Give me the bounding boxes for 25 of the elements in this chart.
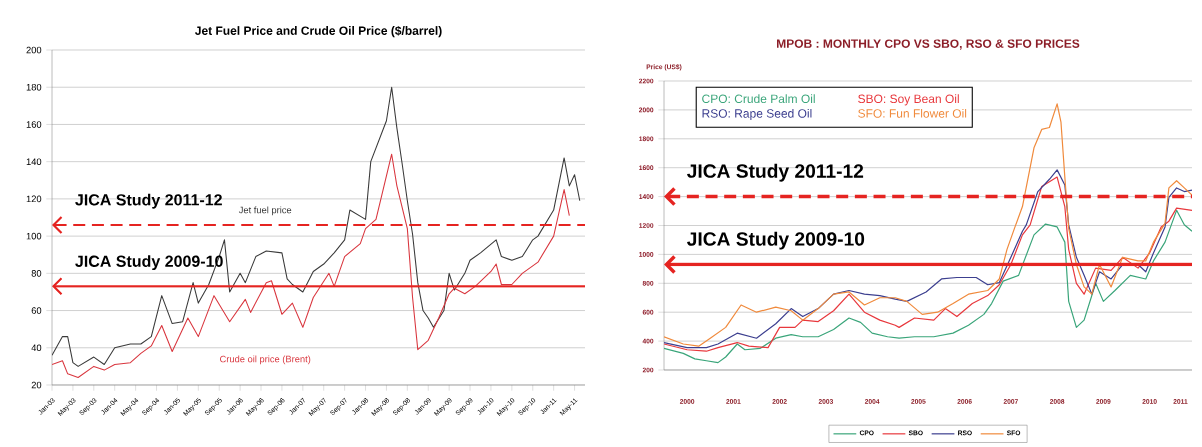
y-tick-label: 200 <box>26 46 42 54</box>
y-tick-label: 80 <box>31 270 42 277</box>
y-tick-label: 120 <box>26 195 42 203</box>
line-series <box>52 153 570 379</box>
y-tick-label: 60 <box>31 307 42 314</box>
line-series <box>52 86 581 367</box>
annotation: RSO: Rape Seed Oil <box>702 108 812 121</box>
ref-line-label: JICA Study 2011-12 <box>75 193 222 209</box>
y-tick-label: 40 <box>31 344 42 352</box>
chart-title: Jet Fuel Price and Crude Oil Price ($/barrel) <box>194 25 442 38</box>
y-tick-label: 20 <box>31 381 42 389</box>
text: Jet fuel price <box>238 206 292 216</box>
annotation: SFO: Fun Flower Oil <box>858 108 967 118</box>
y-tick-label: 100 <box>26 232 42 240</box>
ref-line-label: JICA Study 2009-10 <box>687 231 865 250</box>
annotation: CPO: Crude Palm Oil <box>702 94 815 104</box>
line-series <box>664 209 1193 364</box>
y-tick-label: 180 <box>26 83 42 91</box>
ref-line-label: JICA Study 2011-12 <box>687 163 864 182</box>
y-tick-label: 140 <box>26 158 42 165</box>
ref-line-label: JICA Study 2009-10 <box>75 255 223 271</box>
y-tick-label: 160 <box>26 121 42 128</box>
text: Crude oil price (Brent) <box>220 355 311 365</box>
annotation: SBO: Soy Bean Oil <box>858 94 959 106</box>
chart-title: MPOB : MONTHLY CPO VS SBO, RSO & SFO PRICES <box>777 39 1080 50</box>
